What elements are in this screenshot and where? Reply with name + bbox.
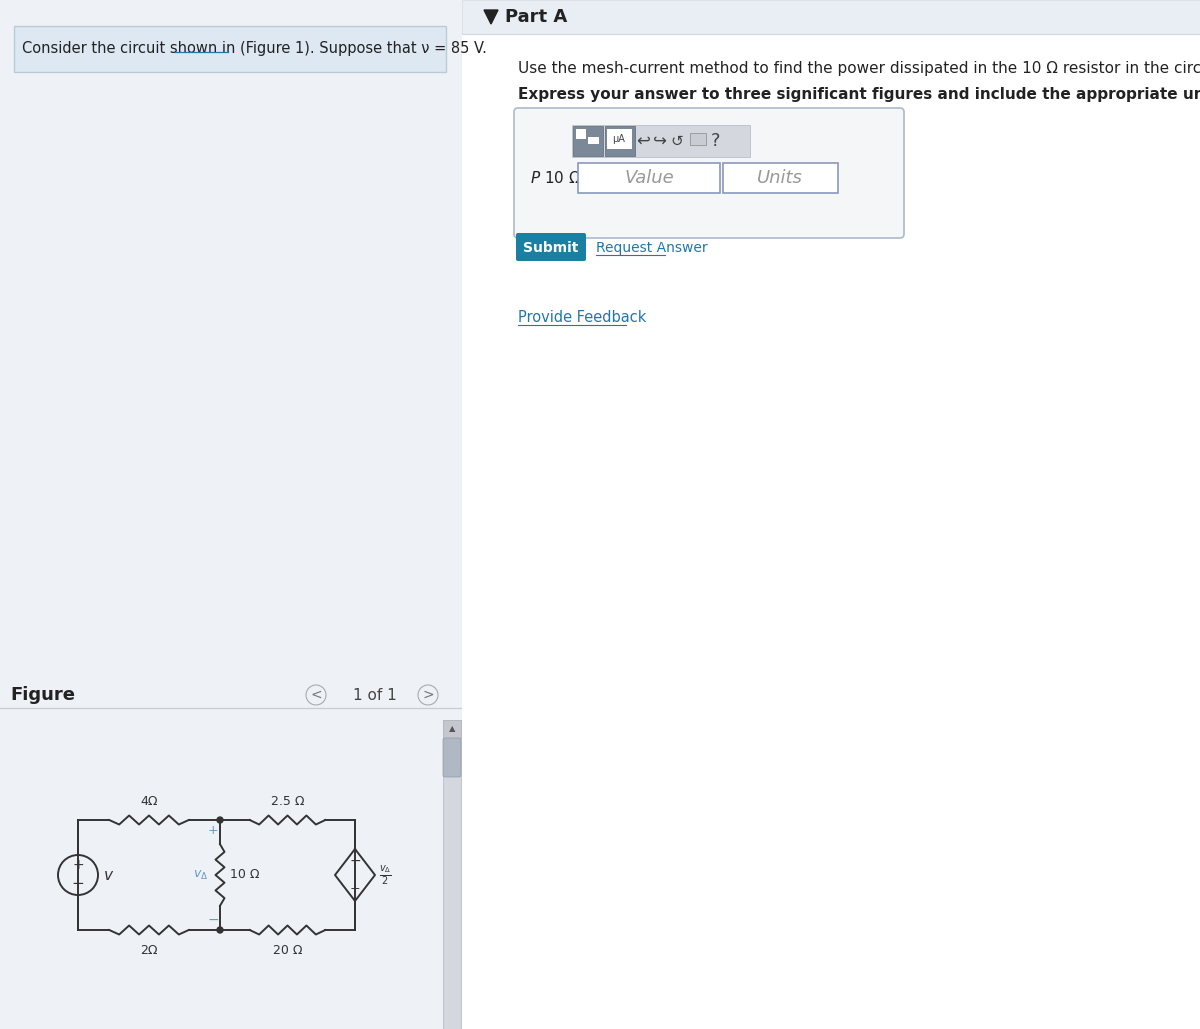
Bar: [572, 125, 750, 157]
Text: >: >: [422, 688, 434, 702]
Text: −: −: [72, 877, 84, 891]
Text: Provide Feedback: Provide Feedback: [518, 311, 647, 325]
FancyBboxPatch shape: [443, 738, 461, 777]
Text: Express your answer to three significant figures and include the appropriate uni: Express your answer to three significant…: [518, 87, 1200, 103]
FancyBboxPatch shape: [516, 233, 586, 261]
Bar: [722, 163, 838, 193]
Text: ▲: ▲: [449, 724, 455, 734]
Bar: [578, 163, 720, 193]
Text: ↺: ↺: [671, 134, 683, 148]
Text: $v$: $v$: [103, 867, 114, 883]
Text: Units: Units: [757, 169, 803, 187]
Circle shape: [217, 817, 223, 823]
Text: Submit: Submit: [523, 241, 578, 255]
Text: 4Ω: 4Ω: [140, 795, 157, 808]
Bar: [605, 126, 635, 156]
Text: ↩: ↩: [636, 132, 650, 150]
Bar: [607, 129, 632, 149]
Bar: [690, 133, 706, 145]
Bar: [588, 137, 599, 144]
Text: ?: ?: [712, 132, 721, 150]
Text: ↪: ↪: [653, 132, 667, 150]
Text: 20 Ω: 20 Ω: [272, 944, 302, 957]
Text: +: +: [208, 823, 218, 837]
Text: μA: μA: [612, 134, 625, 144]
Text: 2.5 Ω: 2.5 Ω: [271, 795, 305, 808]
Polygon shape: [484, 10, 498, 24]
Text: $\frac{v_\Delta}{2}$: $\frac{v_\Delta}{2}$: [379, 863, 391, 887]
Text: Figure: Figure: [10, 686, 74, 704]
Text: 2Ω: 2Ω: [140, 944, 157, 957]
Text: $\mathit{P}$ 10 Ω =: $\mathit{P}$ 10 Ω =: [530, 170, 598, 186]
Bar: [443, 720, 461, 1029]
Text: 10 Ω: 10 Ω: [230, 868, 259, 882]
Text: 1 of 1: 1 of 1: [353, 687, 397, 703]
Text: +: +: [349, 883, 360, 895]
Text: <: <: [310, 688, 322, 702]
Text: $v_\Delta$: $v_\Delta$: [193, 868, 208, 882]
Text: Consider the circuit shown in (Figure 1). Suppose that ν = 85 V.: Consider the circuit shown in (Figure 1)…: [22, 41, 487, 57]
Bar: [574, 126, 604, 156]
Bar: [443, 720, 461, 738]
Bar: [462, 0, 1200, 1029]
Text: Request Answer: Request Answer: [596, 241, 708, 255]
Text: Part A: Part A: [505, 8, 568, 26]
Text: Use the mesh-current method to find the power dissipated in the 10 Ω resistor in: Use the mesh-current method to find the …: [518, 61, 1200, 75]
FancyBboxPatch shape: [514, 108, 904, 238]
Text: −: −: [208, 913, 218, 927]
Text: +: +: [72, 858, 84, 872]
Bar: [14, 26, 446, 72]
Bar: [576, 129, 586, 139]
Bar: [462, 0, 1200, 34]
Text: −: −: [349, 854, 361, 868]
Text: Value: Value: [624, 169, 674, 187]
Circle shape: [217, 927, 223, 933]
